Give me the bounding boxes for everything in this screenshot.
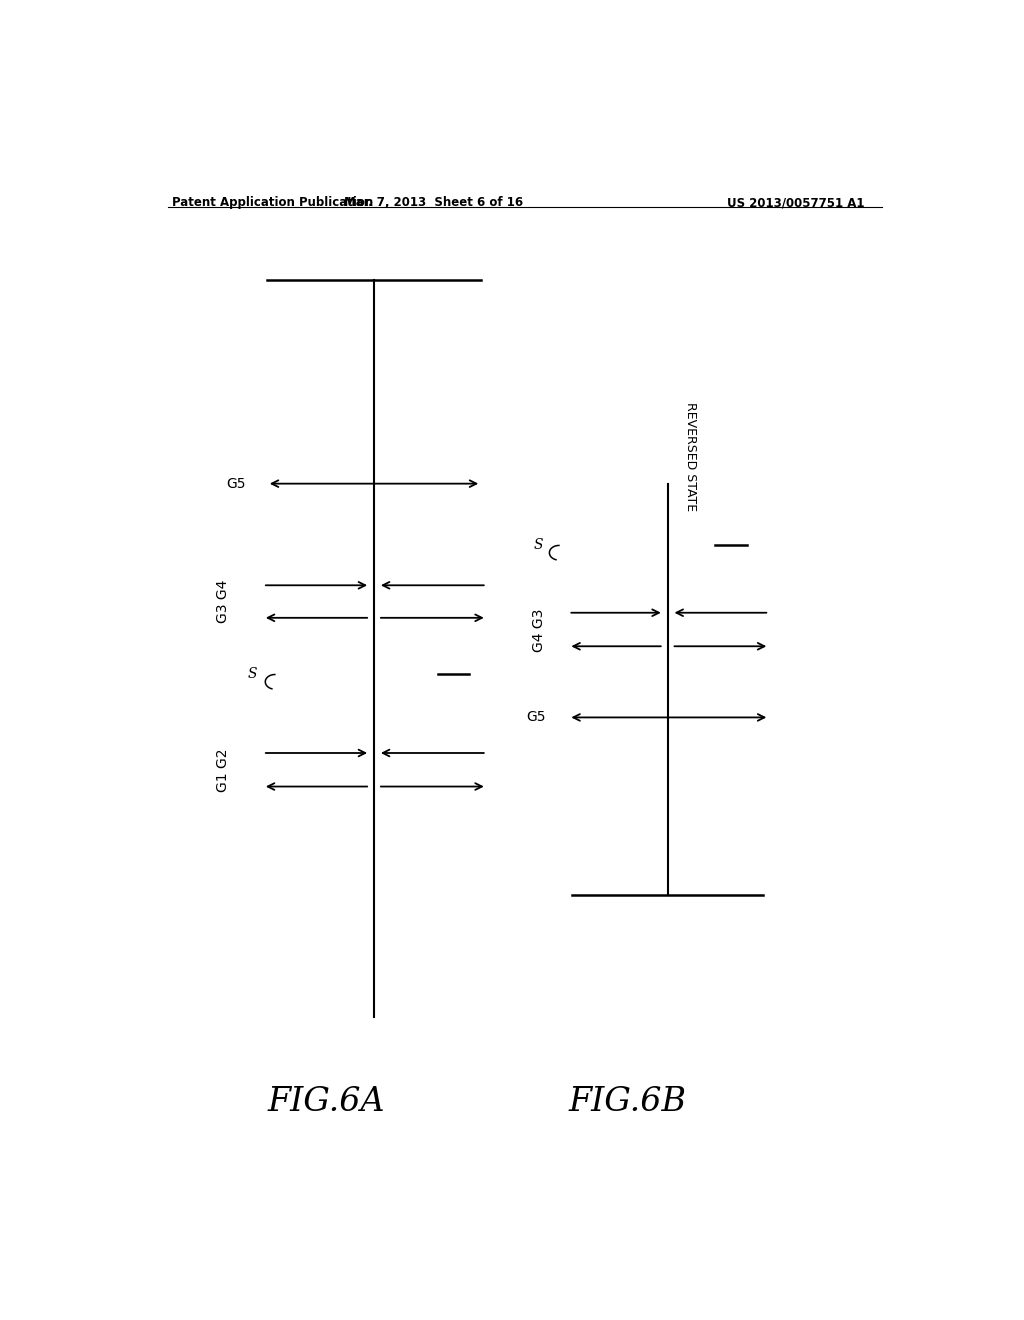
Text: G3 G4: G3 G4 — [216, 579, 229, 623]
Text: REVERSED STATE: REVERSED STATE — [684, 403, 696, 511]
Text: S: S — [248, 667, 257, 681]
Text: G1 G2: G1 G2 — [216, 748, 229, 792]
Text: G5: G5 — [526, 710, 546, 725]
Text: Patent Application Publication: Patent Application Publication — [172, 195, 373, 209]
Text: G5: G5 — [226, 477, 246, 491]
Text: FIG.6A: FIG.6A — [267, 1085, 385, 1118]
Text: G4 G3: G4 G3 — [532, 609, 546, 652]
Text: Mar. 7, 2013  Sheet 6 of 16: Mar. 7, 2013 Sheet 6 of 16 — [344, 195, 523, 209]
Text: S: S — [534, 537, 543, 552]
Text: US 2013/0057751 A1: US 2013/0057751 A1 — [727, 195, 864, 209]
Text: FIG.6B: FIG.6B — [569, 1085, 687, 1118]
